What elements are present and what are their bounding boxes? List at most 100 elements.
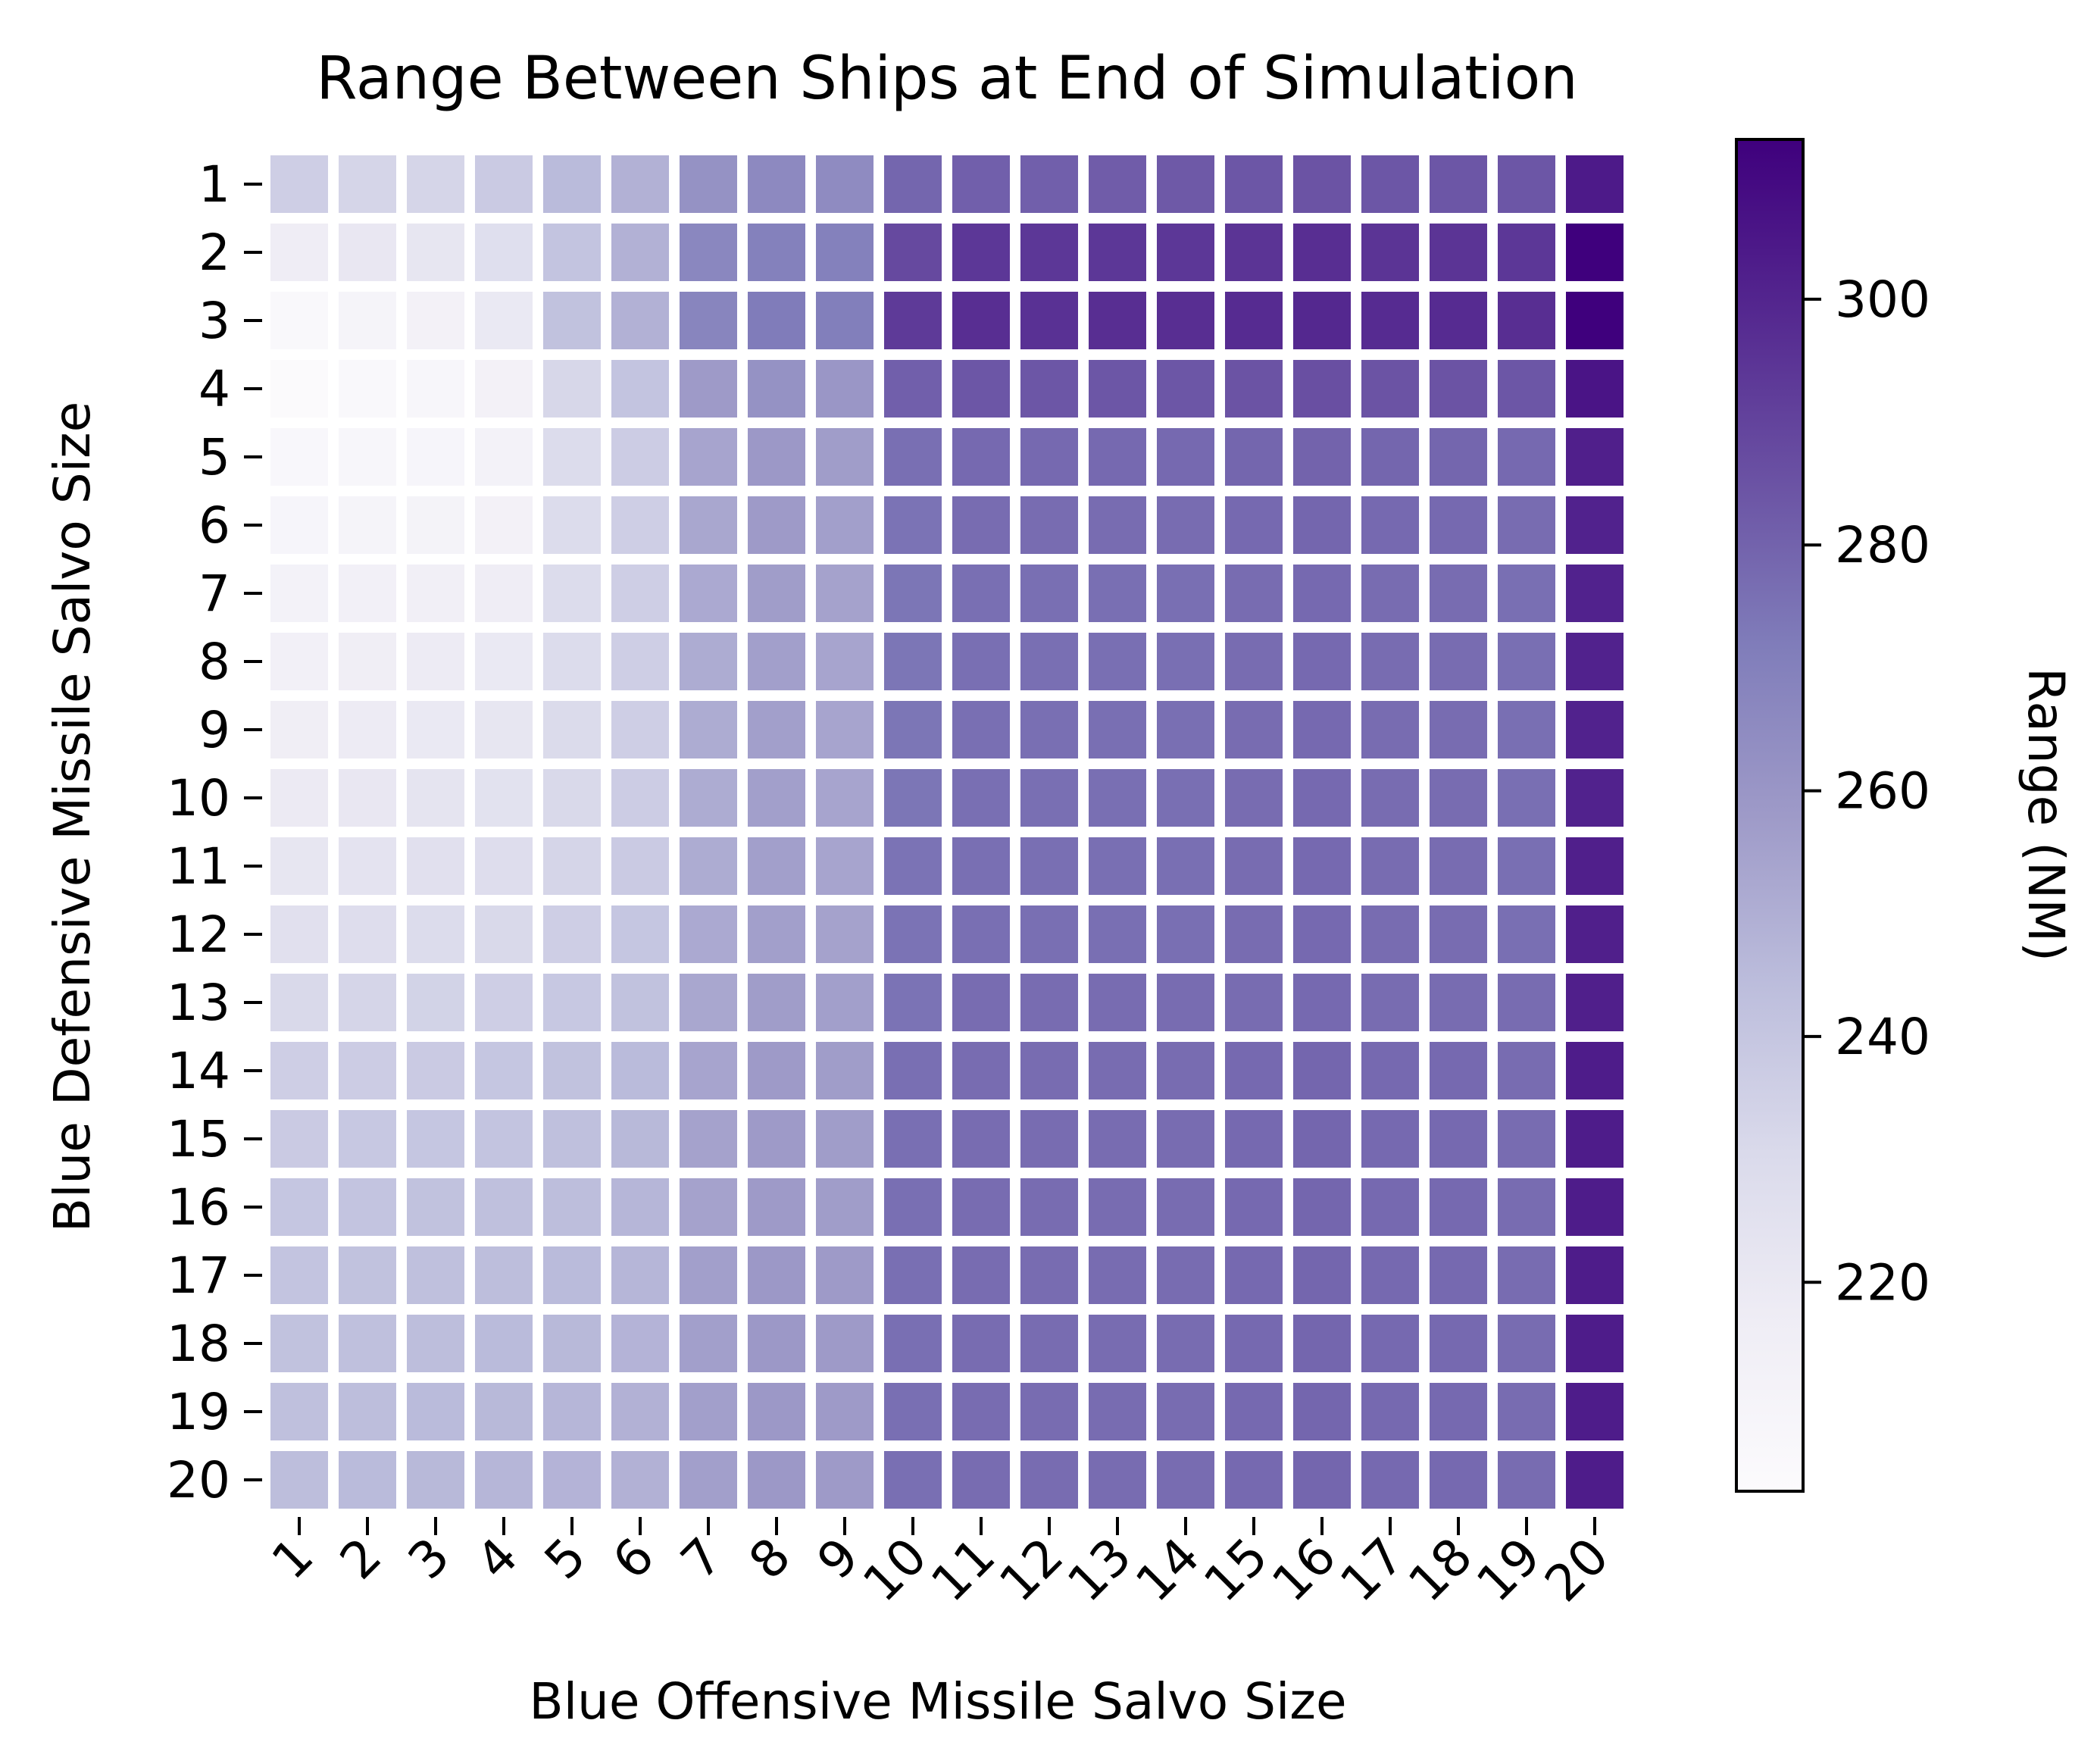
heatmap-cell — [1498, 496, 1555, 554]
heatmap-cell — [1566, 224, 1624, 281]
heatmap-cell — [611, 496, 669, 554]
heatmap-cell — [543, 1110, 601, 1168]
heatmap-cell — [1430, 1042, 1487, 1099]
heatmap-cell — [1020, 428, 1078, 486]
heatmap-cell — [816, 1042, 873, 1099]
heatmap-cell — [339, 155, 396, 213]
colorbar-tick-label: 220 — [1835, 1253, 1930, 1312]
heatmap-cell — [816, 565, 873, 622]
heatmap-cell — [1157, 769, 1214, 827]
heatmap-cell — [816, 292, 873, 349]
heatmap-cell — [1293, 837, 1351, 895]
heatmap-cell — [1361, 1246, 1419, 1304]
heatmap-cell — [1361, 360, 1419, 418]
heatmap-cell — [1430, 496, 1487, 554]
x-tick-label: 5 — [533, 1527, 597, 1590]
heatmap-cell — [1225, 633, 1283, 690]
heatmap-cell — [748, 905, 805, 963]
heatmap-cell — [543, 905, 601, 963]
heatmap-cell — [1157, 155, 1214, 213]
heatmap-cell — [952, 360, 1010, 418]
heatmap-cell — [1020, 837, 1078, 895]
heatmap-cell — [884, 837, 942, 895]
heatmap-cell — [680, 1383, 737, 1440]
heatmap-cell — [1157, 1042, 1214, 1099]
heatmap-cell — [680, 1178, 737, 1236]
heatmap-cell — [1020, 769, 1078, 827]
heatmap-cell — [952, 1246, 1010, 1304]
heatmap-cell — [1089, 565, 1146, 622]
heatmap-cell — [339, 1315, 396, 1372]
heatmap-cell — [1293, 701, 1351, 758]
heatmap-cell — [611, 565, 669, 622]
heatmap-cell — [1498, 224, 1555, 281]
heatmap-cell — [475, 905, 533, 963]
heatmap-cell — [1498, 1042, 1555, 1099]
heatmap-cell — [680, 360, 737, 418]
heatmap-cell — [884, 769, 942, 827]
heatmap-cell — [1225, 224, 1283, 281]
colorbar-tick-label: 280 — [1835, 516, 1930, 574]
heatmap-cell — [407, 1246, 464, 1304]
heatmap-cell — [407, 1315, 464, 1372]
heatmap-cell — [1157, 1246, 1214, 1304]
heatmap-cell — [1089, 837, 1146, 895]
heatmap-cell — [1157, 292, 1214, 349]
heatmap-cell — [748, 155, 805, 213]
heatmap-cell — [816, 496, 873, 554]
heatmap-cell — [1361, 155, 1419, 213]
y-tick-label: 18 — [167, 1315, 230, 1373]
heatmap-cell — [680, 1110, 737, 1168]
heatmap-cell — [1498, 360, 1555, 418]
heatmap-cell — [1020, 905, 1078, 963]
heatmap-cell — [339, 224, 396, 281]
heatmap-cell — [680, 292, 737, 349]
heatmap-cell — [270, 1451, 328, 1509]
heatmap-cell — [339, 974, 396, 1031]
heatmap-cell — [816, 360, 873, 418]
heatmap-cell — [1498, 292, 1555, 349]
heatmap-cell — [270, 1315, 328, 1372]
heatmap-cell — [270, 837, 328, 895]
heatmap-cell — [407, 633, 464, 690]
heatmap-cell — [1089, 224, 1146, 281]
heatmap-cell — [884, 1246, 942, 1304]
heatmap-cell — [1157, 1383, 1214, 1440]
heatmap-cell — [748, 1178, 805, 1236]
heatmap-cell — [1361, 565, 1419, 622]
heatmap-cell — [1430, 1110, 1487, 1168]
heatmap-cell — [1157, 224, 1214, 281]
y-tick-label: 5 — [198, 428, 230, 486]
heatmap-cell — [339, 905, 396, 963]
heatmap-cell — [884, 360, 942, 418]
heatmap-cell — [1225, 292, 1283, 349]
heatmap-cell — [1293, 974, 1351, 1031]
heatmap-cell — [952, 701, 1010, 758]
heatmap-cell — [952, 1110, 1010, 1168]
heatmap-cell — [1430, 974, 1487, 1031]
heatmap-cell — [816, 1315, 873, 1372]
colorbar-gradient — [1735, 138, 1805, 1493]
heatmap-cell — [1020, 1110, 1078, 1168]
heatmap-cell — [407, 360, 464, 418]
heatmap-cell — [1498, 905, 1555, 963]
heatmap-cell — [1293, 769, 1351, 827]
y-tick-label: 17 — [167, 1246, 230, 1305]
heatmap-cell — [611, 1042, 669, 1099]
heatmap-cell — [407, 1110, 464, 1168]
heatmap-cell — [475, 1178, 533, 1236]
heatmap-cell — [1361, 1178, 1419, 1236]
heatmap-cell — [1089, 1383, 1146, 1440]
heatmap-cell — [1157, 1178, 1214, 1236]
heatmap-cell — [1293, 224, 1351, 281]
heatmap-cell — [475, 428, 533, 486]
heatmap-cell — [611, 1246, 669, 1304]
heatmap-cell — [1157, 360, 1214, 418]
heatmap-cell — [407, 496, 464, 554]
heatmap-cell — [543, 633, 601, 690]
heatmap-cell — [1361, 974, 1419, 1031]
heatmap-cell — [952, 837, 1010, 895]
heatmap-cell — [748, 974, 805, 1031]
heatmap-cell — [1225, 1383, 1283, 1440]
heatmap-cell — [611, 224, 669, 281]
